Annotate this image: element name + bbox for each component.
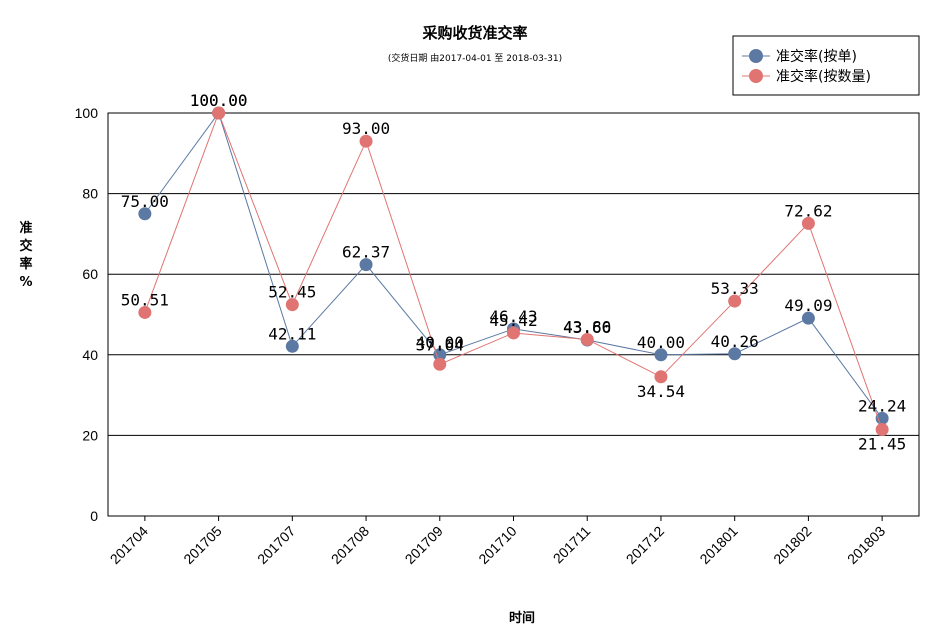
data-labels-1: 75.00 100.00 42.11 62.37 40.00 46.43 43.66 40.0… bbox=[121, 91, 906, 415]
data-point bbox=[507, 326, 520, 340]
data-label: 100.00 bbox=[190, 91, 248, 110]
y-axis-label-char: 交 bbox=[19, 238, 32, 254]
x-axis-label: 时间 bbox=[509, 610, 535, 626]
data-label: 43.80 bbox=[563, 317, 611, 336]
data-label: 40.00 bbox=[637, 333, 685, 352]
data-label: 37.64 bbox=[416, 335, 464, 354]
y-axis-label-char: 率 bbox=[19, 256, 32, 272]
data-label: 46.43 bbox=[489, 307, 537, 326]
y-tick-label: 100 bbox=[75, 105, 99, 121]
data-label: 72.62 bbox=[784, 201, 832, 220]
data-point bbox=[359, 258, 373, 272]
data-point bbox=[580, 332, 594, 346]
data-label: 52.45 bbox=[268, 283, 316, 302]
x-tick-label: 201711 bbox=[550, 523, 594, 567]
y-axis-label-char: % bbox=[19, 275, 32, 290]
y-tick-label: 0 bbox=[90, 508, 98, 524]
legend-marker bbox=[749, 49, 763, 63]
data-label: 53.33 bbox=[711, 279, 759, 298]
data-point bbox=[801, 216, 815, 230]
data-labels-2: 50.51 100.00 52.45 93.00 37.64 45.42 43.80 34.5… bbox=[121, 91, 906, 454]
x-tick-label: 201704 bbox=[107, 523, 151, 567]
chart-title: 采购收货准交率 bbox=[421, 24, 527, 42]
y-tick-label: 80 bbox=[82, 186, 98, 202]
data-label: 24.24 bbox=[858, 396, 906, 415]
legend: 准交率(按单) 准交率(按数量) bbox=[732, 35, 920, 96]
series-1 bbox=[138, 106, 889, 425]
x-tick-label: 201801 bbox=[696, 523, 740, 567]
data-point bbox=[728, 294, 742, 308]
x-tick-label: 201802 bbox=[770, 523, 814, 567]
data-label: 45.42 bbox=[489, 311, 537, 330]
legend-box bbox=[732, 35, 920, 96]
y-tick-label: 20 bbox=[82, 427, 98, 443]
series-line bbox=[144, 111, 883, 430]
series-line bbox=[144, 111, 883, 419]
x-tick-label: 201708 bbox=[328, 523, 372, 567]
data-point bbox=[654, 370, 668, 384]
data-label: 100.00 bbox=[190, 91, 248, 110]
data-point bbox=[138, 207, 152, 221]
legend-label: 准交率(按数量) bbox=[776, 68, 871, 85]
x-tick-label: 201709 bbox=[402, 523, 446, 567]
data-label: 49.09 bbox=[784, 296, 832, 315]
data-point bbox=[433, 348, 447, 362]
data-point bbox=[359, 134, 373, 148]
data-point bbox=[728, 347, 742, 361]
y-axis-label-char: 准 bbox=[19, 220, 32, 236]
x-axis: 201704 201705 201707 201708 201709 201710 2017… bbox=[107, 516, 888, 567]
data-label: 40.00 bbox=[416, 333, 464, 352]
y-axis: 0 20 40 60 80 100 bbox=[75, 105, 99, 524]
y-axis-label: 准交率% bbox=[19, 220, 32, 290]
data-label: 75.00 bbox=[121, 192, 169, 211]
data-label: 62.37 bbox=[342, 243, 390, 262]
data-point bbox=[285, 339, 299, 353]
y-tick-label: 40 bbox=[82, 347, 98, 363]
data-label: 93.00 bbox=[342, 119, 390, 138]
data-label: 42.11 bbox=[268, 324, 316, 343]
data-label: 50.51 bbox=[121, 290, 169, 309]
legend-label: 准交率(按单) bbox=[776, 48, 857, 65]
grid bbox=[108, 193, 919, 436]
data-label: 43.66 bbox=[563, 318, 611, 337]
y-tick-label: 60 bbox=[82, 266, 98, 282]
data-point bbox=[654, 348, 668, 362]
data-point bbox=[801, 311, 815, 325]
data-label: 34.54 bbox=[637, 382, 685, 401]
data-point bbox=[212, 106, 226, 120]
series-2 bbox=[138, 106, 889, 437]
legend-marker bbox=[749, 69, 763, 83]
data-label: 40.26 bbox=[711, 332, 759, 351]
x-tick-label: 201705 bbox=[180, 523, 224, 567]
data-label: 21.45 bbox=[858, 435, 906, 454]
data-point bbox=[285, 298, 299, 312]
x-tick-label: 201710 bbox=[475, 523, 519, 567]
x-tick-label: 201707 bbox=[254, 523, 298, 567]
chart-subtitle: (交货日期 由2017-04-01 至 2018-03-31) bbox=[388, 52, 562, 64]
x-tick-label: 201712 bbox=[623, 523, 667, 567]
x-tick-label: 201803 bbox=[844, 523, 888, 567]
data-point bbox=[875, 423, 889, 437]
data-point bbox=[433, 357, 447, 371]
data-point bbox=[138, 305, 152, 319]
series-group: 75.00 100.00 42.11 62.37 40.00 46.43 43.66 40.0… bbox=[121, 91, 906, 454]
